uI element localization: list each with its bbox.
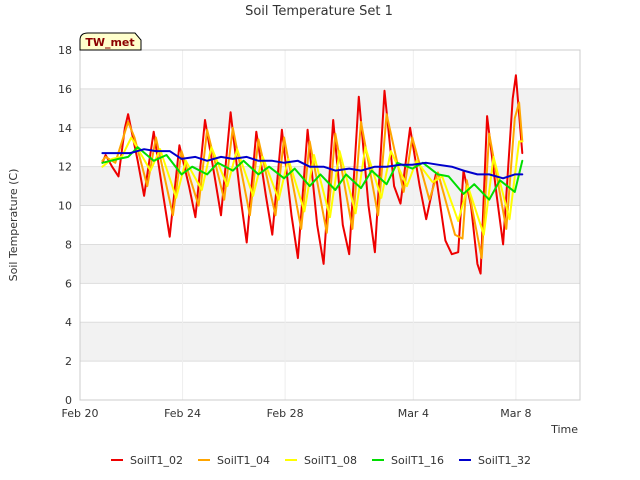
- station-badge-label: TW_met: [85, 36, 134, 49]
- plot-band: [80, 88, 580, 128]
- legend-label: SoilT1_02: [130, 454, 183, 467]
- x-tick-label: Mar 4: [398, 407, 429, 420]
- series-line-soilt1-16: [101, 146, 524, 201]
- x-tick-label: Feb 24: [164, 407, 201, 420]
- y-tick-label: 0: [65, 394, 72, 407]
- y-tick-label: 18: [58, 44, 72, 57]
- series-line-soilt1-08: [101, 136, 524, 236]
- y-tick-label: 6: [65, 277, 72, 290]
- x-tick-label: Mar 8: [500, 407, 531, 420]
- legend-label: SoilT1_08: [304, 454, 357, 467]
- y-tick-label: 16: [58, 83, 72, 96]
- x-axis-ticks: Feb 20 Feb 24 Feb 28 Mar 4 Mar 8: [62, 407, 532, 420]
- y-tick-label: 4: [65, 316, 72, 329]
- y-tick-label: 10: [58, 200, 72, 213]
- chart-title: Soil Temperature Set 1: [245, 4, 393, 19]
- y-axis-ticks: 0 2 4 6 8 10 12 14 16 18: [58, 44, 72, 407]
- plot-band: [80, 322, 580, 362]
- y-axis-label: Soil Temperature (C): [7, 169, 20, 282]
- plot-frame: [79, 49, 581, 401]
- x-axis-label: Time: [550, 423, 578, 436]
- y-tick-label: 14: [58, 122, 72, 135]
- legend-label: SoilT1_16: [391, 454, 444, 467]
- x-tick-label: Feb 20: [62, 407, 99, 420]
- x-tick-label: Feb 28: [267, 407, 304, 420]
- series-lines: [101, 74, 524, 275]
- legend-label: SoilT1_32: [478, 454, 531, 467]
- station-badge-box: [79, 32, 142, 51]
- y-tick-label: 8: [65, 238, 72, 251]
- series-line-soilt1-32: [101, 148, 524, 180]
- legend: SoilT1_02 SoilT1_04 SoilT1_08 SoilT1_16 Soil…: [111, 454, 531, 467]
- plot-band: [80, 244, 580, 284]
- y-tick-label: 2: [65, 355, 72, 368]
- legend-label: SoilT1_04: [217, 454, 270, 467]
- station-badge: TW_met: [79, 32, 142, 51]
- y-tick-label: 12: [58, 161, 72, 174]
